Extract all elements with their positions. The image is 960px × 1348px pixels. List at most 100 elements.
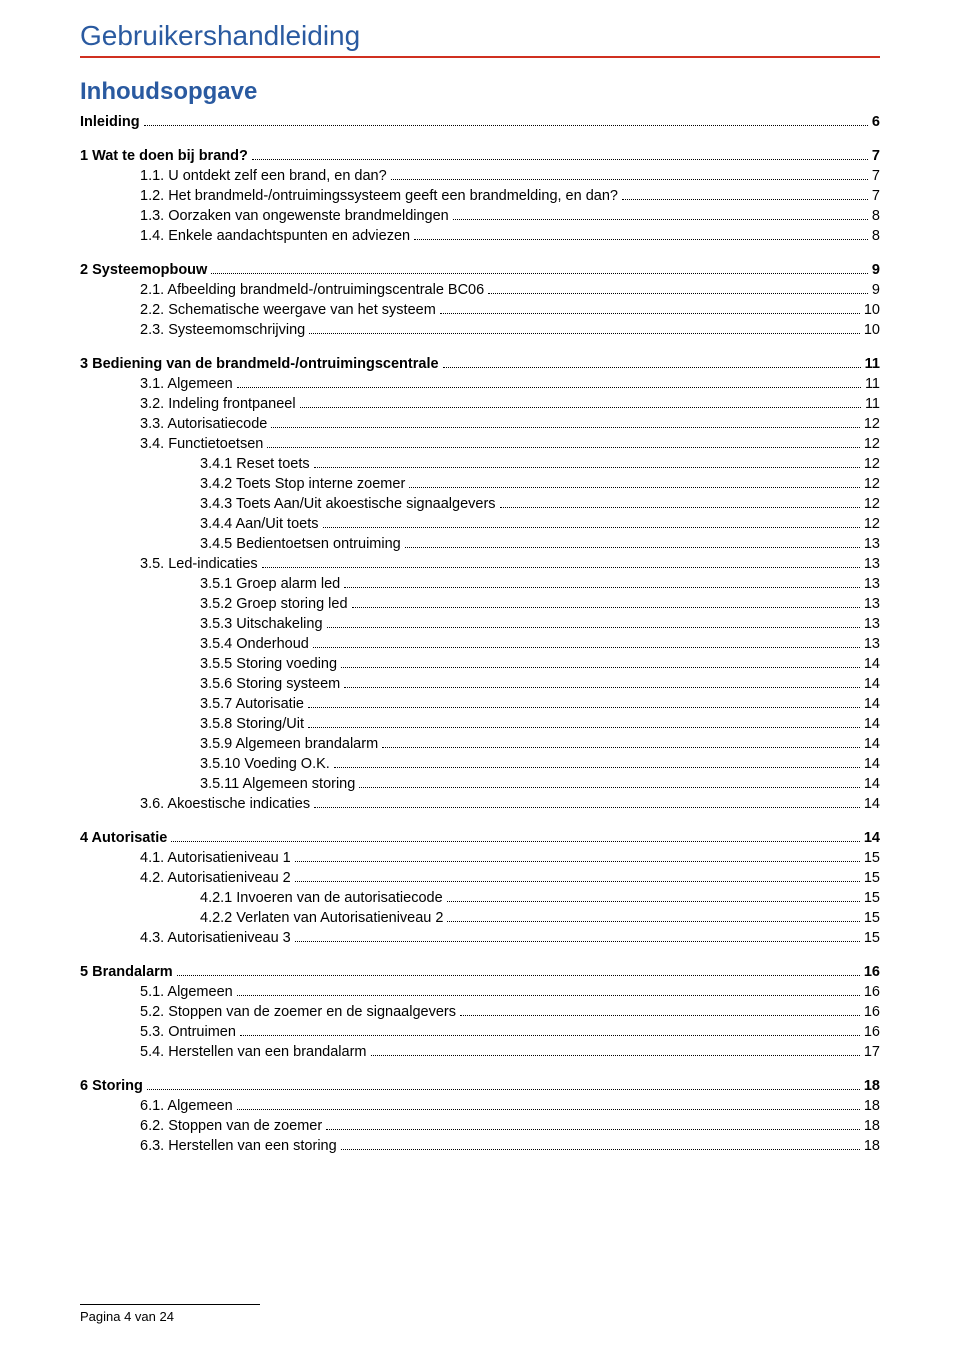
toc-entry-page: 13: [864, 574, 880, 594]
toc-entry-page: 14: [864, 754, 880, 774]
toc-entry: 4 Autorisatie 14: [80, 828, 880, 848]
toc-entry-page: 9: [872, 280, 880, 300]
toc-entry: 3.5.8 Storing/Uit 14: [200, 714, 880, 734]
page-footer: Pagina 4 van 24: [80, 1304, 260, 1324]
toc-entry-page: 10: [864, 320, 880, 340]
toc-entry-page: 14: [864, 714, 880, 734]
toc-entry-label: 3.4. Functietoetsen: [140, 434, 263, 454]
toc-entry-label: 3.5. Led-indicaties: [140, 554, 258, 574]
toc-entry-label: 3.6. Akoestische indicaties: [140, 794, 310, 814]
toc-entry-label: 6.3. Herstellen van een storing: [140, 1136, 337, 1156]
toc-entry: 3.4.1 Reset toets 12: [200, 454, 880, 474]
toc-entry: 1 Wat te doen bij brand? 7: [80, 146, 880, 166]
toc-entry: 3.5.6 Storing systeem 14: [200, 674, 880, 694]
toc-entry-page: 13: [864, 634, 880, 654]
toc-entry-label: 3.5.5 Storing voeding: [200, 654, 337, 674]
toc-entry-label: 3.3. Autorisatiecode: [140, 414, 267, 434]
toc-entry-label: 5.1. Algemeen: [140, 982, 233, 1002]
toc-entry-page: 12: [864, 494, 880, 514]
toc-entry-page: 15: [864, 888, 880, 908]
toc-entry: 3.4.5 Bedientoetsen ontruiming 13: [200, 534, 880, 554]
toc-entry-page: 7: [872, 186, 880, 206]
toc-entry: 3.6. Akoestische indicaties 14: [140, 794, 880, 814]
toc-entry-page: 10: [864, 300, 880, 320]
toc-entry: 3.5.2 Groep storing led 13: [200, 594, 880, 614]
toc-entry: 3 Bediening van de brandmeld-/ontruiming…: [80, 354, 880, 374]
toc-entry-page: 12: [864, 474, 880, 494]
toc-entry-label: 1.4. Enkele aandachtspunten en adviezen: [140, 226, 410, 246]
toc-entry-label: 2.1. Afbeelding brandmeld-/ontruimingsce…: [140, 280, 484, 300]
toc-section-gap: [80, 814, 880, 828]
toc-entry-label: 3.5.9 Algemeen brandalarm: [200, 734, 378, 754]
toc-entry: 3.3. Autorisatiecode 12: [140, 414, 880, 434]
toc-entry-label: 1.3. Oorzaken van ongewenste brandmeldin…: [140, 206, 449, 226]
toc-entry-page: 16: [864, 1002, 880, 1022]
toc-entry: 3.4.4 Aan/Uit toets 12: [200, 514, 880, 534]
toc-entry-page: 18: [864, 1096, 880, 1116]
toc-leader-dots: [295, 941, 860, 942]
toc-entry-label: 6 Storing: [80, 1076, 143, 1096]
toc-entry-label: 3.4.3 Toets Aan/Uit akoestische signaalg…: [200, 494, 496, 514]
toc-entry: 4.2.2 Verlaten van Autorisatieniveau 2 1…: [200, 908, 880, 928]
toc-entry: 2 Systeemopbouw 9: [80, 260, 880, 280]
toc-entry-label: 3.5.4 Onderhoud: [200, 634, 309, 654]
toc-leader-dots: [144, 125, 868, 126]
toc-entry: 3.4. Functietoetsen 12: [140, 434, 880, 454]
toc-leader-dots: [460, 1015, 860, 1016]
toc-entry-page: 13: [864, 614, 880, 634]
toc-entry-page: 8: [872, 206, 880, 226]
toc-entry: 5.4. Herstellen van een brandalarm 17: [140, 1042, 880, 1062]
toc-section-gap: [80, 1062, 880, 1076]
toc-entry-page: 14: [864, 694, 880, 714]
toc-entry: 3.5.4 Onderhoud 13: [200, 634, 880, 654]
toc-leader-dots: [382, 747, 860, 748]
toc-entry-page: 16: [864, 1022, 880, 1042]
toc-leader-dots: [622, 199, 868, 200]
toc-leader-dots: [314, 467, 860, 468]
toc-entry-page: 16: [864, 982, 880, 1002]
toc-leader-dots: [252, 159, 868, 160]
toc-entry: 3.5.9 Algemeen brandalarm 14: [200, 734, 880, 754]
toc-leader-dots: [341, 1149, 860, 1150]
toc-entry-page: 15: [864, 868, 880, 888]
toc-entry-page: 17: [864, 1042, 880, 1062]
toc-entry: 5 Brandalarm 16: [80, 962, 880, 982]
toc-entry-label: 3.4.5 Bedientoetsen ontruiming: [200, 534, 401, 554]
toc-leader-dots: [262, 567, 860, 568]
table-of-contents: Inleiding 61 Wat te doen bij brand? 71.1…: [80, 112, 880, 1156]
toc-leader-dots: [344, 687, 860, 688]
toc-entry-label: 4.2.1 Invoeren van de autorisatiecode: [200, 888, 443, 908]
toc-entry: 3.4.3 Toets Aan/Uit akoestische signaalg…: [200, 494, 880, 514]
toc-entry-label: 4.3. Autorisatieniveau 3: [140, 928, 291, 948]
toc-entry-page: 18: [864, 1116, 880, 1136]
toc-entry: 6.2. Stoppen van de zoemer 18: [140, 1116, 880, 1136]
toc-leader-dots: [237, 387, 861, 388]
toc-entry-page: 14: [864, 674, 880, 694]
toc-entry: 2.2. Schematische weergave van het syste…: [140, 300, 880, 320]
toc-entry-label: 3.5.7 Autorisatie: [200, 694, 304, 714]
toc-entry: 4.1. Autorisatieniveau 1 15: [140, 848, 880, 868]
toc-leader-dots: [352, 607, 860, 608]
toc-leader-dots: [371, 1055, 860, 1056]
toc-entry-label: 5.4. Herstellen van een brandalarm: [140, 1042, 367, 1062]
toc-entry: 2.3. Systeemomschrijving 10: [140, 320, 880, 340]
toc-section-gap: [80, 948, 880, 962]
toc-title: Inhoudsopgave: [80, 78, 880, 106]
toc-section-gap: [80, 132, 880, 146]
toc-leader-dots: [267, 447, 860, 448]
toc-leader-dots: [443, 367, 861, 368]
toc-leader-dots: [237, 995, 860, 996]
toc-leader-dots: [271, 427, 859, 428]
toc-entry-label: 3.4.2 Toets Stop interne zoemer: [200, 474, 405, 494]
toc-entry-label: 4.2. Autorisatieniveau 2: [140, 868, 291, 888]
toc-entry-label: 2.2. Schematische weergave van het syste…: [140, 300, 436, 320]
toc-entry-label: 6.2. Stoppen van de zoemer: [140, 1116, 322, 1136]
toc-entry: 1.3. Oorzaken van ongewenste brandmeldin…: [140, 206, 880, 226]
toc-entry-label: 3.5.6 Storing systeem: [200, 674, 340, 694]
toc-leader-dots: [323, 527, 860, 528]
toc-entry-label: 3.5.8 Storing/Uit: [200, 714, 304, 734]
toc-entry-label: 3.1. Algemeen: [140, 374, 233, 394]
toc-entry-label: 1 Wat te doen bij brand?: [80, 146, 248, 166]
toc-leader-dots: [326, 1129, 860, 1130]
toc-leader-dots: [295, 881, 860, 882]
